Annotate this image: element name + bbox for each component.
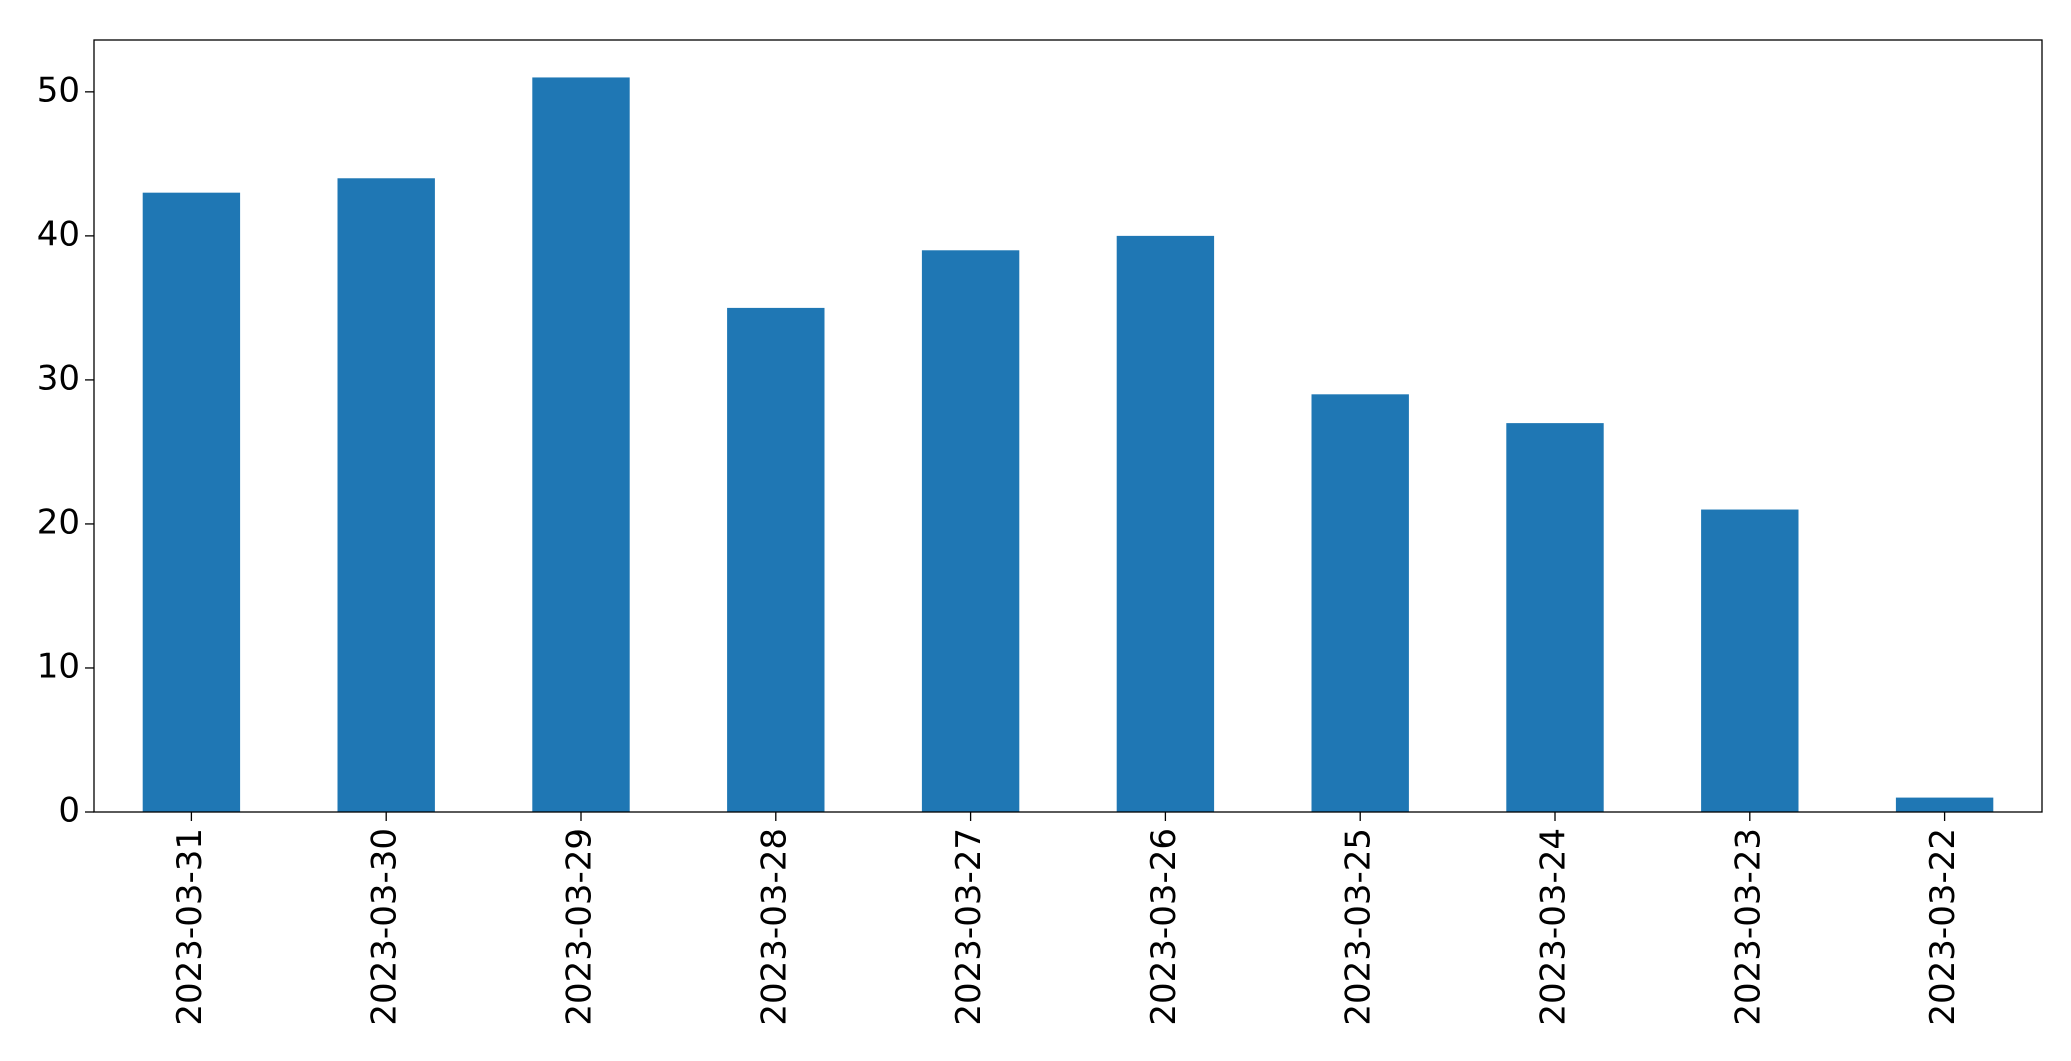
y-tick-label: 50 xyxy=(37,70,80,110)
y-tick-label: 10 xyxy=(37,646,80,686)
plot-frame xyxy=(93,39,2043,813)
bar xyxy=(532,77,630,813)
bar xyxy=(1701,509,1799,812)
bar xyxy=(727,307,825,812)
x-tick-label: 2023-03-28 xyxy=(754,828,794,1026)
bar xyxy=(1506,423,1604,812)
x-tick-label: 2023-03-24 xyxy=(1534,828,1574,1026)
bar xyxy=(142,192,241,813)
x-tick-label: 2023-03-30 xyxy=(365,828,405,1026)
y-tick-label: 30 xyxy=(37,358,80,398)
x-tick-label: 2023-03-23 xyxy=(1728,828,1768,1026)
x-tick-label: 2023-03-26 xyxy=(1144,828,1184,1026)
y-tick-label: 20 xyxy=(37,502,80,542)
bar xyxy=(337,178,435,812)
y-tick-label: 40 xyxy=(37,214,80,254)
bar xyxy=(1311,394,1409,812)
x-tick-label: 2023-03-31 xyxy=(170,828,210,1026)
x-tick-label: 2023-03-25 xyxy=(1339,828,1379,1026)
bar xyxy=(921,250,1020,813)
x-tick-label: 2023-03-29 xyxy=(560,828,600,1026)
x-tick-label: 2023-03-22 xyxy=(1923,828,1963,1026)
y-tick-label: 0 xyxy=(58,791,80,831)
bar xyxy=(1895,797,1994,812)
bar xyxy=(1116,235,1215,812)
x-tick-label: 2023-03-27 xyxy=(949,828,989,1026)
